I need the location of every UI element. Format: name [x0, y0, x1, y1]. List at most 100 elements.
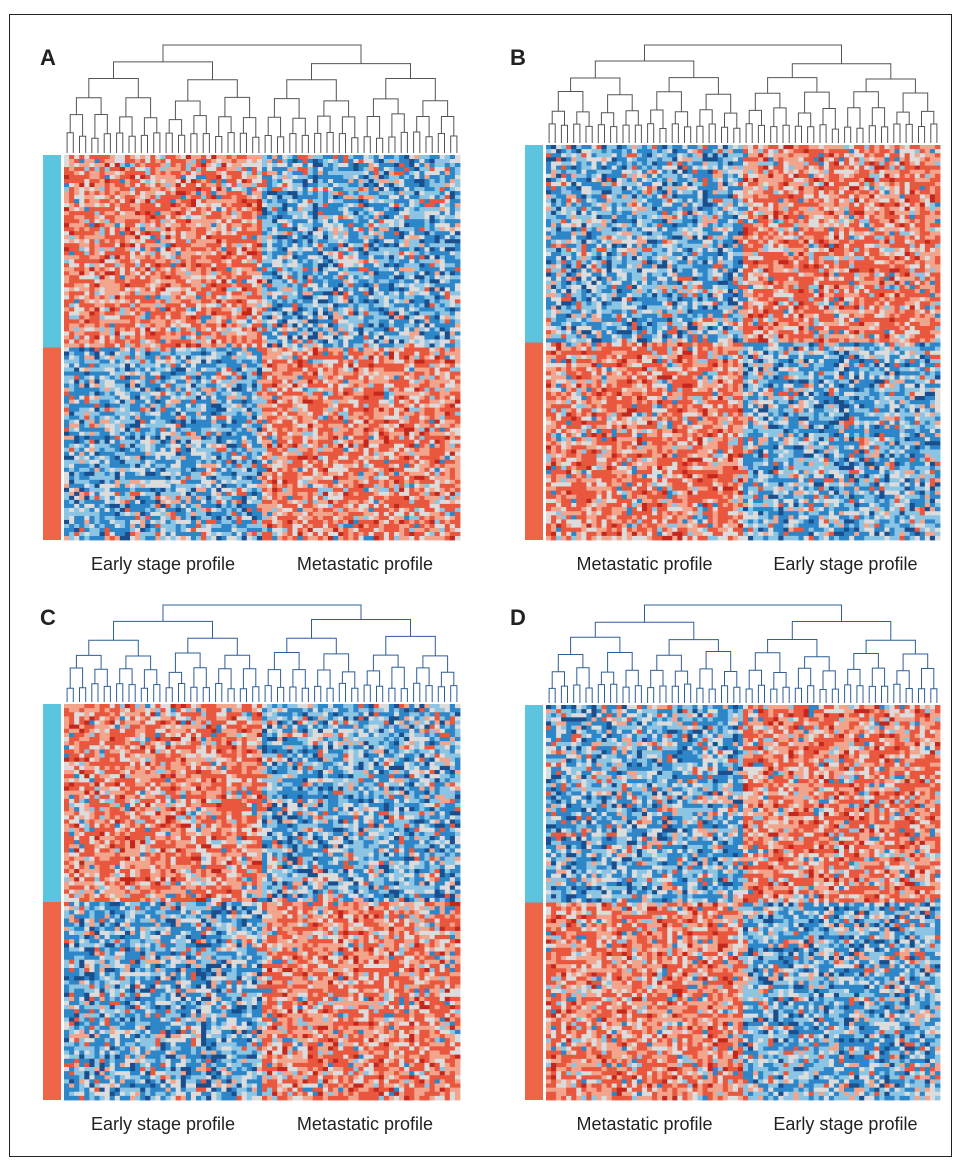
- heatmap-cell: [130, 227, 135, 231]
- heatmap-cell: [140, 315, 145, 319]
- heatmap-cell: [130, 231, 135, 235]
- heatmap-cell: [262, 295, 267, 299]
- heatmap-cell: [84, 283, 89, 287]
- heatmap-cell: [353, 348, 358, 352]
- heatmap-cell: [64, 412, 69, 416]
- heatmap-cell: [282, 283, 287, 287]
- heatmap-cell: [140, 331, 145, 335]
- heatmap-cell: [364, 251, 369, 255]
- heatmap-cell: [450, 263, 455, 267]
- heatmap-cell: [348, 307, 353, 311]
- heatmap-cell: [303, 207, 308, 211]
- heatmap-cell: [287, 404, 292, 408]
- heatmap-cell: [287, 259, 292, 263]
- heatmap-cell: [308, 171, 313, 175]
- heatmap-cell: [242, 303, 247, 307]
- heatmap-cell: [130, 243, 135, 247]
- heatmap-cell: [166, 263, 171, 267]
- heatmap-cell: [343, 255, 348, 259]
- heatmap-cell: [79, 159, 84, 163]
- heatmap-cell: [206, 372, 211, 376]
- heatmap-cell: [430, 203, 435, 207]
- heatmap-cell: [267, 195, 272, 199]
- heatmap-cell: [343, 167, 348, 171]
- heatmap-cell: [262, 167, 267, 171]
- heatmap-cell: [201, 159, 206, 163]
- heatmap-cell: [105, 327, 110, 331]
- heatmap-cell: [384, 287, 389, 291]
- heatmap-cell: [257, 279, 262, 283]
- heatmap-cell: [379, 299, 384, 303]
- heatmap-cell: [100, 368, 105, 372]
- heatmap-cell: [145, 227, 150, 231]
- heatmap-cell: [353, 187, 358, 191]
- heatmap-cell: [277, 183, 282, 187]
- heatmap-cell: [399, 259, 404, 263]
- heatmap-cell: [313, 400, 318, 404]
- heatmap-cell: [419, 360, 424, 364]
- heatmap-cell: [328, 295, 333, 299]
- heatmap-cell: [338, 388, 343, 392]
- heatmap-cell: [303, 215, 308, 219]
- heatmap-cell: [252, 323, 257, 327]
- heatmap-cell: [409, 155, 414, 159]
- heatmap-cell: [74, 191, 79, 195]
- heatmap-cell: [74, 384, 79, 388]
- heatmap-cell: [384, 275, 389, 279]
- heatmap-cell: [196, 191, 201, 195]
- heatmap-cell: [242, 155, 247, 159]
- heatmap-cell: [308, 179, 313, 183]
- heatmap-cell: [348, 203, 353, 207]
- heatmap-cell: [399, 327, 404, 331]
- heatmap-cell: [196, 348, 201, 352]
- heatmap-cell: [100, 360, 105, 364]
- heatmap-cell: [292, 311, 297, 315]
- heatmap-cell: [424, 155, 429, 159]
- heatmap-cell: [160, 235, 165, 239]
- heatmap-cell: [125, 400, 130, 404]
- heatmap-cell: [74, 368, 79, 372]
- heatmap-cell: [440, 243, 445, 247]
- heatmap-cell: [455, 368, 460, 372]
- heatmap-cell: [120, 400, 125, 404]
- heatmap-cell: [353, 275, 358, 279]
- heatmap-cell: [74, 227, 79, 231]
- heatmap-cell: [150, 315, 155, 319]
- heatmap-cell: [292, 356, 297, 360]
- heatmap-cell: [277, 315, 282, 319]
- heatmap-cell: [186, 388, 191, 392]
- heatmap-cell: [389, 335, 394, 339]
- heatmap-cell: [445, 175, 450, 179]
- heatmap-cell: [323, 404, 328, 408]
- heatmap-cell: [145, 163, 150, 167]
- heatmap-cell: [216, 291, 221, 295]
- heatmap-cell: [257, 348, 262, 352]
- heatmap-cell: [171, 376, 176, 380]
- heatmap-cell: [384, 279, 389, 283]
- heatmap-cell: [384, 364, 389, 368]
- heatmap-cell: [242, 251, 247, 255]
- heatmap-cell: [196, 175, 201, 179]
- heatmap-cell: [221, 348, 226, 352]
- heatmap-cell: [348, 215, 353, 219]
- heatmap-cell: [166, 408, 171, 412]
- heatmap-cell: [353, 356, 358, 360]
- heatmap-cell: [160, 339, 165, 343]
- heatmap-cell: [287, 195, 292, 199]
- heatmap-cell: [262, 348, 267, 352]
- heatmap-cell: [414, 396, 419, 400]
- heatmap-cell: [419, 275, 424, 279]
- heatmap-cell: [313, 271, 318, 275]
- heatmap-cell: [450, 295, 455, 299]
- heatmap-cell: [155, 199, 160, 203]
- heatmap-cell: [424, 287, 429, 291]
- heatmap-cell: [94, 307, 99, 311]
- heatmap-cell: [308, 323, 313, 327]
- heatmap-cell: [450, 259, 455, 263]
- heatmap-cell: [125, 231, 130, 235]
- heatmap-cell: [435, 396, 440, 400]
- heatmap-cell: [384, 307, 389, 311]
- heatmap-cell: [150, 364, 155, 368]
- heatmap-cell: [374, 179, 379, 183]
- heatmap-cell: [196, 392, 201, 396]
